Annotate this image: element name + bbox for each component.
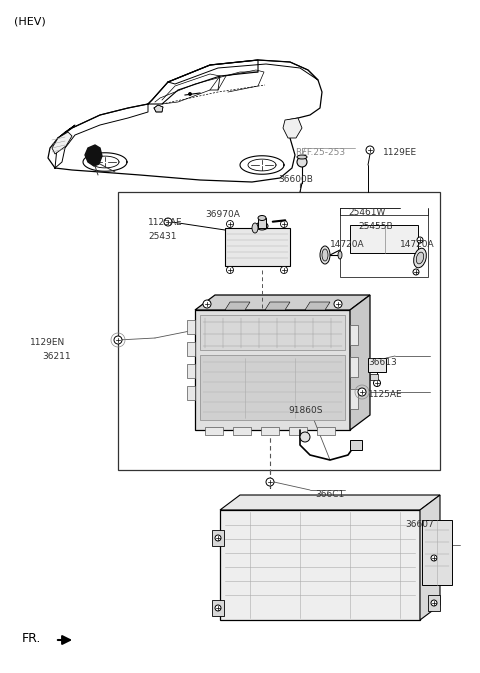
Circle shape [114, 336, 122, 344]
Bar [195, 310, 350, 430]
Bar [350, 440, 362, 450]
Polygon shape [305, 302, 330, 310]
Circle shape [203, 300, 211, 308]
Polygon shape [420, 495, 440, 620]
Circle shape [431, 600, 437, 606]
Text: 36970A: 36970A [205, 210, 240, 219]
Bar [258, 218, 266, 228]
Text: REF.25-253: REF.25-253 [295, 148, 345, 157]
Bar [317, 427, 335, 435]
Ellipse shape [416, 252, 424, 264]
Bar [187, 386, 195, 400]
Circle shape [215, 605, 221, 611]
Bar [200, 315, 345, 350]
Text: 36211: 36211 [42, 352, 71, 361]
Circle shape [164, 218, 172, 226]
Circle shape [300, 432, 310, 442]
Text: 91860S: 91860S [288, 406, 323, 415]
Bar [350, 225, 418, 253]
Circle shape [280, 267, 288, 273]
Bar [225, 228, 290, 266]
Bar [350, 357, 358, 377]
Bar [350, 325, 358, 345]
Bar [350, 389, 358, 409]
Text: (HEV): (HEV) [14, 16, 46, 26]
Text: 1129EE: 1129EE [383, 148, 417, 157]
Circle shape [431, 555, 437, 561]
Text: FR.: FR. [22, 632, 41, 645]
Bar [118, 192, 440, 470]
Polygon shape [85, 145, 102, 166]
Bar [205, 427, 223, 435]
Ellipse shape [414, 248, 426, 268]
Text: 1125AE: 1125AE [368, 390, 403, 399]
Circle shape [358, 388, 366, 396]
Bar [289, 427, 307, 435]
Polygon shape [154, 105, 163, 112]
Circle shape [227, 267, 233, 273]
Text: 1125AE: 1125AE [148, 218, 182, 227]
Polygon shape [220, 510, 420, 620]
Polygon shape [265, 302, 290, 310]
Polygon shape [195, 295, 370, 310]
Bar [233, 427, 251, 435]
Circle shape [373, 380, 381, 386]
Circle shape [215, 535, 221, 541]
Circle shape [417, 237, 423, 243]
Bar [368, 358, 386, 372]
Polygon shape [52, 132, 72, 154]
Bar [340, 215, 428, 277]
Polygon shape [283, 118, 302, 138]
Circle shape [366, 146, 374, 154]
Ellipse shape [256, 222, 268, 230]
Polygon shape [350, 295, 370, 430]
Bar [422, 520, 452, 585]
Text: 36600B: 36600B [278, 175, 313, 184]
Bar [428, 550, 440, 566]
Ellipse shape [297, 155, 307, 159]
FancyArrowPatch shape [273, 220, 285, 221]
Text: 36613: 36613 [368, 358, 397, 367]
Circle shape [297, 157, 307, 167]
Polygon shape [225, 302, 250, 310]
Circle shape [334, 300, 342, 308]
Circle shape [189, 92, 192, 96]
Text: 14720A: 14720A [400, 240, 434, 249]
Bar [187, 342, 195, 356]
Ellipse shape [258, 215, 266, 221]
Polygon shape [220, 495, 440, 510]
Bar [212, 530, 224, 546]
Bar [187, 320, 195, 334]
Bar [200, 355, 345, 420]
Ellipse shape [322, 249, 328, 261]
Bar [428, 595, 440, 611]
Ellipse shape [320, 246, 330, 264]
Text: 25461W: 25461W [348, 208, 385, 217]
Circle shape [227, 221, 233, 227]
Bar [370, 374, 378, 380]
Text: 366C1: 366C1 [315, 490, 344, 499]
Ellipse shape [338, 251, 342, 259]
Circle shape [280, 221, 288, 227]
Ellipse shape [252, 223, 258, 233]
Text: 25431: 25431 [148, 232, 177, 241]
Text: 1129EN: 1129EN [30, 338, 65, 347]
Bar [261, 427, 279, 435]
Bar [212, 600, 224, 616]
Bar [187, 364, 195, 378]
Circle shape [266, 478, 274, 486]
Text: 36607: 36607 [405, 520, 434, 529]
Text: 14720A: 14720A [330, 240, 365, 249]
Circle shape [413, 269, 419, 275]
Text: 25455B: 25455B [358, 222, 393, 231]
